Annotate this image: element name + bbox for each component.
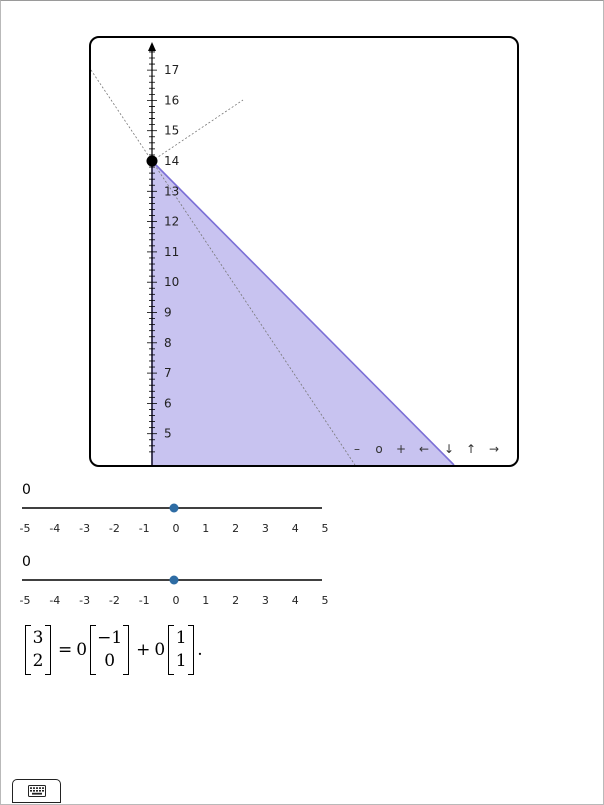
v2-entry-1: 1 (175, 628, 187, 648)
slider-1-track-area[interactable]: -5 -4 -3 -2 -1 0 1 2 3 4 5 (20, 498, 330, 538)
graph-canvas: 5 6 7 8 9 10 11 12 13 14 15 16 17 – o + ← ↓ ↑ → (91, 42, 499, 465)
pan-down-button[interactable]: ↓ (444, 442, 454, 456)
dotted-line-upper-left (91, 69, 153, 162)
slider-tick-label: -4 (49, 522, 60, 535)
slider-tick-label: 4 (292, 522, 299, 535)
slider-thumb[interactable] (169, 503, 179, 513)
slider-tick-label: -2 (109, 522, 120, 535)
slider-2[interactable]: 0 -5 -4 -3 -2 -1 0 1 2 3 4 5 (20, 552, 330, 610)
y-tick-label: 10 (164, 275, 179, 289)
lhs-vector: 3 2 (25, 625, 51, 675)
y-tick-label: 14 (164, 154, 179, 168)
slider-1-value: 0 (22, 482, 31, 498)
basis-vector-1: −1 0 (90, 625, 130, 675)
lhs-entry-1: 3 (32, 628, 44, 648)
dotted-line-lower-right (151, 160, 356, 465)
slider-tick-label: 0 (173, 522, 180, 535)
zoom-out-button[interactable]: – (354, 442, 360, 456)
slider-2-value: 0 (22, 554, 31, 570)
slider-tick-label: 1 (202, 522, 209, 535)
slider-tick-label: -5 (20, 594, 30, 607)
slider-tick-label: -5 (20, 522, 30, 535)
v1-entry-2: 0 (104, 651, 116, 671)
y-tick-label: 12 (164, 215, 179, 229)
slider-tick-label: 0 (173, 594, 180, 607)
coefficient-1: 0 (76, 640, 88, 660)
slider-tick-label: -3 (79, 594, 90, 607)
v1-entry-1: −1 (97, 628, 123, 648)
keyboard-toggle-button[interactable] (12, 779, 61, 803)
y-tick-label: 9 (164, 306, 172, 320)
v2-entry-2: 1 (175, 651, 187, 671)
zoom-in-button[interactable]: + (396, 442, 406, 456)
linear-combination-equation: 3 2 = 0 −1 0 + 0 1 1 . (22, 624, 203, 676)
y-tick-label: 13 (164, 184, 179, 198)
pan-left-button[interactable]: ← (419, 442, 429, 456)
slider-tick-label: 5 (322, 594, 329, 607)
slider-tick-label: 4 (292, 594, 299, 607)
slider-tick-label: 3 (262, 522, 269, 535)
y-tick-label: 8 (164, 336, 172, 350)
slider-tick-label: -4 (49, 594, 60, 607)
basis-vector-2: 1 1 (168, 625, 195, 675)
coefficient-2: 0 (154, 640, 166, 660)
pan-up-button[interactable]: ↑ (466, 442, 476, 456)
slider-thumb[interactable] (169, 575, 179, 585)
y-tick-label: 17 (164, 63, 179, 77)
y-tick-label: 6 (164, 396, 172, 410)
keyboard-icon (27, 785, 46, 797)
vertex-point[interactable] (146, 155, 158, 167)
zoom-reset-button[interactable]: o (375, 442, 382, 456)
period: . (197, 640, 203, 660)
slider-tick-label: 2 (232, 522, 239, 535)
slider-tick-label: 1 (202, 594, 209, 607)
y-tick-label: 16 (164, 93, 179, 107)
slider-tick-label: 5 (322, 522, 329, 535)
slider-2-track-area[interactable]: -5 -4 -3 -2 -1 0 1 2 3 4 5 (20, 570, 330, 610)
pan-right-button[interactable]: → (489, 442, 499, 456)
slider-1[interactable]: 0 -5 -4 -3 -2 -1 0 1 2 3 4 5 (20, 480, 330, 538)
y-axis-arrow-icon (148, 42, 156, 51)
equals-sign: = (58, 640, 73, 660)
slider-tick-label: 2 (232, 594, 239, 607)
y-tick-label: 5 (164, 427, 172, 441)
slider-tick-label: -3 (79, 522, 90, 535)
boundary-line (151, 160, 455, 465)
y-tick-label: 15 (164, 124, 179, 138)
y-tick-label: 7 (164, 366, 172, 380)
y-tick-label: 11 (164, 245, 179, 259)
plus-sign: + (136, 640, 151, 660)
slider-tick-label: -2 (109, 594, 120, 607)
lhs-entry-2: 2 (32, 651, 44, 671)
slider-tick-label: -1 (139, 522, 150, 535)
slider-tick-label: 3 (262, 594, 269, 607)
slider-tick-label: -1 (139, 594, 150, 607)
graph-board[interactable]: 5 6 7 8 9 10 11 12 13 14 15 16 17 – o + ← ↓ ↑ → (89, 36, 519, 467)
